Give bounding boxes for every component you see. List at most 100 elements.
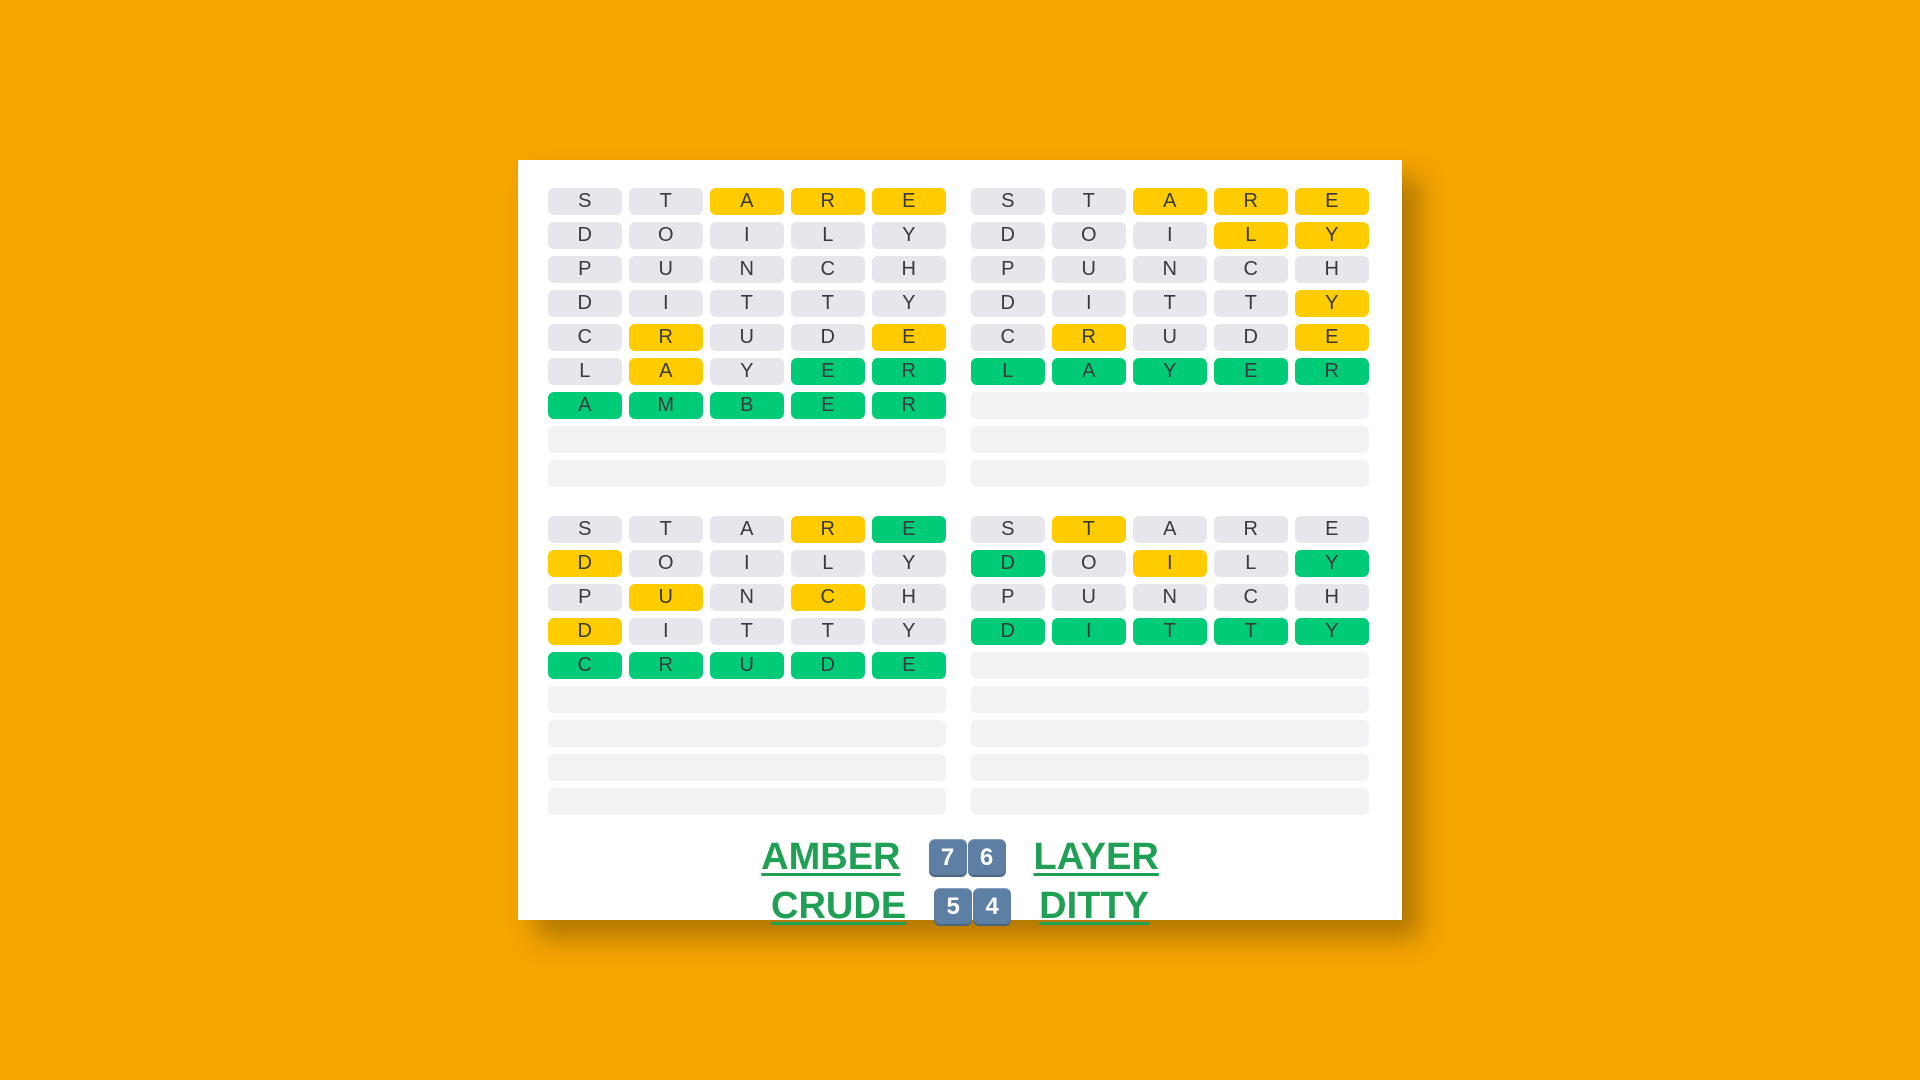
guess-row: DITTY (548, 290, 949, 317)
empty-row (971, 788, 1369, 815)
guess-row: AMBER (548, 392, 949, 419)
letter-tile: D (1214, 324, 1288, 351)
letter-tile: A (548, 392, 622, 419)
guess-row: CRUDE (548, 324, 949, 351)
guess-row: LAYER (548, 358, 949, 385)
letter-tile: E (1214, 358, 1288, 385)
score-badges: 76 (929, 839, 1006, 877)
letter-tile: C (791, 584, 865, 611)
letter-tile: L (1214, 550, 1288, 577)
letter-tile: R (1214, 188, 1288, 215)
letter-tile: A (710, 188, 784, 215)
letter-tile: D (791, 652, 865, 679)
letter-tile: L (1214, 222, 1288, 249)
letter-tile: R (791, 188, 865, 215)
empty-row (548, 788, 946, 815)
letter-tile: A (1133, 188, 1207, 215)
guess-row: DOILY (548, 550, 949, 577)
letter-tile: A (1052, 358, 1126, 385)
letter-tile: T (1133, 618, 1207, 645)
board-2: STAREDOILYPUNCHDITTYCRUDELAYER (971, 188, 1372, 494)
empty-row (971, 460, 1369, 487)
letter-tile: H (1295, 256, 1369, 283)
letter-tile: M (629, 392, 703, 419)
letter-tile: T (1133, 290, 1207, 317)
empty-row (971, 426, 1369, 453)
score-badge: 7 (929, 839, 967, 877)
letter-tile: P (971, 256, 1045, 283)
letter-tile: T (791, 290, 865, 317)
letter-tile: I (629, 618, 703, 645)
guess-row: STARE (971, 188, 1372, 215)
empty-row (548, 720, 946, 747)
letter-tile: C (548, 324, 622, 351)
letter-tile: N (710, 584, 784, 611)
board-4: STAREDOILYPUNCHDITTY (971, 516, 1372, 822)
letter-tile: I (710, 550, 784, 577)
letter-tile: U (710, 652, 784, 679)
letter-tile: D (548, 222, 622, 249)
letter-tile: R (872, 392, 946, 419)
letter-tile: E (1295, 324, 1369, 351)
letter-tile: U (710, 324, 784, 351)
score-badge: 6 (968, 839, 1006, 877)
letter-tile: O (629, 222, 703, 249)
letter-tile: S (971, 188, 1045, 215)
letter-tile: R (629, 652, 703, 679)
guess-row: DITTY (971, 618, 1372, 645)
guess-row: DOILY (971, 550, 1372, 577)
letter-tile: E (872, 188, 946, 215)
letter-tile: R (629, 324, 703, 351)
letter-tile: I (629, 290, 703, 317)
letter-tile: D (548, 550, 622, 577)
letter-tile: A (710, 516, 784, 543)
empty-row (548, 426, 946, 453)
letter-tile: C (791, 256, 865, 283)
letter-tile: H (872, 256, 946, 283)
answer-word-right: DITTY (1039, 885, 1149, 928)
guess-row: CRUDE (971, 324, 1372, 351)
empty-row (971, 686, 1369, 713)
letter-tile: C (548, 652, 622, 679)
guess-row: DOILY (971, 222, 1372, 249)
letter-tile: I (1052, 290, 1126, 317)
empty-row (971, 754, 1369, 781)
board-1: STAREDOILYPUNCHDITTYCRUDELAYERAMBER (548, 188, 949, 494)
letter-tile: S (971, 516, 1045, 543)
empty-row (548, 686, 946, 713)
letter-tile: P (548, 256, 622, 283)
guess-row: DOILY (548, 222, 949, 249)
board-3: STAREDOILYPUNCHDITTYCRUDE (548, 516, 949, 822)
letter-tile: H (872, 584, 946, 611)
empty-row (548, 754, 946, 781)
boards-grid: STAREDOILYPUNCHDITTYCRUDELAYERAMBERSTARE… (548, 188, 1372, 822)
letter-tile: E (791, 358, 865, 385)
letter-tile: U (629, 584, 703, 611)
letter-tile: R (791, 516, 865, 543)
letter-tile: E (872, 516, 946, 543)
score-badges: 54 (934, 888, 1011, 926)
letter-tile: N (1133, 584, 1207, 611)
letter-tile: T (791, 618, 865, 645)
letter-tile: S (548, 516, 622, 543)
letter-tile: L (791, 222, 865, 249)
empty-row (548, 460, 946, 487)
letter-tile: P (971, 584, 1045, 611)
letter-tile: Y (872, 290, 946, 317)
letter-tile: I (1052, 618, 1126, 645)
letter-tile: R (1214, 516, 1288, 543)
letter-tile: H (1295, 584, 1369, 611)
letter-tile: Y (872, 222, 946, 249)
letter-tile: T (710, 290, 784, 317)
guess-row: PUNCH (548, 256, 949, 283)
letter-tile: D (548, 290, 622, 317)
guess-row: STARE (971, 516, 1372, 543)
guess-row: PUNCH (971, 256, 1372, 283)
letter-tile: D (971, 618, 1045, 645)
letter-tile: P (548, 584, 622, 611)
letter-tile: T (710, 618, 784, 645)
letter-tile: T (629, 188, 703, 215)
letter-tile: I (1133, 550, 1207, 577)
letter-tile: N (1133, 256, 1207, 283)
game-card: STAREDOILYPUNCHDITTYCRUDELAYERAMBERSTARE… (518, 160, 1402, 920)
